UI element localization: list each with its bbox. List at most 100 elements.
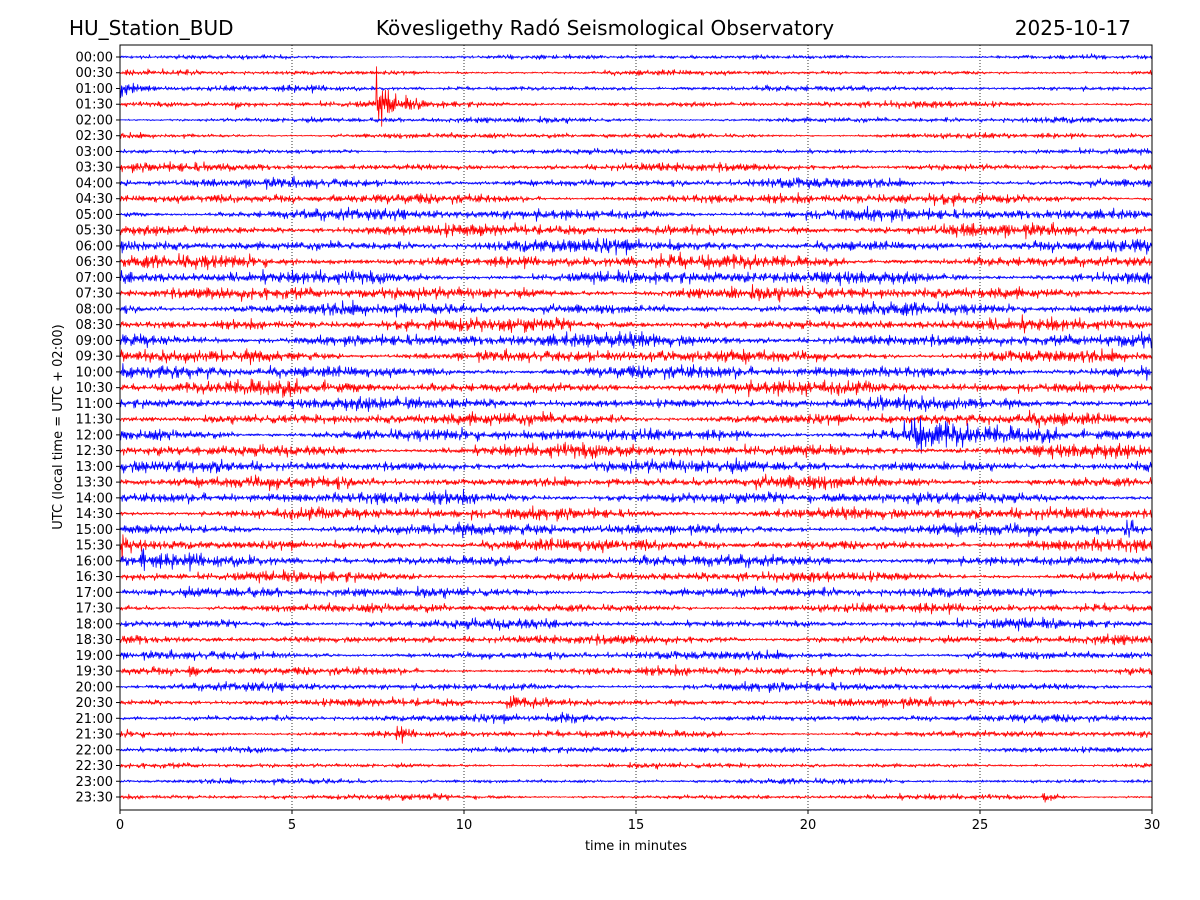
trace-2230 bbox=[119, 761, 1153, 770]
trace-2100 bbox=[119, 711, 1153, 725]
y-tick-label: 14:30 bbox=[76, 507, 113, 522]
trace-0430 bbox=[119, 192, 1153, 207]
x-tick-label: 15 bbox=[628, 818, 645, 833]
trace-2030 bbox=[119, 695, 1153, 709]
y-tick-label: 05:00 bbox=[76, 208, 113, 223]
y-tick-label: 08:30 bbox=[76, 318, 113, 333]
grid-lines bbox=[291, 45, 981, 810]
y-tick-label: 05:30 bbox=[76, 224, 113, 239]
y-tick-label: 01:00 bbox=[76, 82, 113, 97]
chart-title: Kövesligethy Radó Seismological Observat… bbox=[376, 16, 834, 40]
y-axis-label: UTC (local time = UTC + 02:00) bbox=[51, 324, 66, 529]
trace-0700 bbox=[119, 268, 1153, 287]
trace-0830 bbox=[119, 314, 1153, 334]
y-tick-label: 01:30 bbox=[76, 98, 113, 113]
trace-1530 bbox=[119, 534, 1153, 562]
y-tick-label: 13:30 bbox=[76, 476, 113, 491]
trace-1730 bbox=[119, 602, 1153, 615]
station-title: HU_Station_BUD bbox=[69, 16, 234, 40]
y-tick-label: 02:00 bbox=[76, 113, 113, 128]
trace-1330 bbox=[119, 473, 1153, 492]
trace-2130 bbox=[119, 725, 1153, 744]
y-tick-label: 15:00 bbox=[76, 523, 113, 538]
traces bbox=[119, 53, 1153, 803]
y-tick-label: 21:30 bbox=[76, 728, 113, 743]
y-tick-label: 03:30 bbox=[76, 161, 113, 176]
y-tick-label: 22:30 bbox=[76, 759, 113, 774]
trace-0200 bbox=[119, 115, 1153, 124]
y-tick-label: 07:30 bbox=[76, 287, 113, 302]
y-tick-label: 10:00 bbox=[76, 365, 113, 380]
trace-1230 bbox=[119, 441, 1153, 460]
trace-0930 bbox=[119, 348, 1153, 366]
y-tick-label: 22:00 bbox=[76, 743, 113, 758]
trace-2000 bbox=[119, 680, 1153, 693]
x-tick-label: 25 bbox=[972, 818, 989, 833]
trace-0800 bbox=[119, 299, 1153, 318]
y-tick-label: 07:00 bbox=[76, 271, 113, 286]
x-axis: 0 5 10 15 20 25 30 bbox=[116, 810, 1160, 833]
x-tick-label: 5 bbox=[288, 818, 296, 833]
y-tick-label: 08:00 bbox=[76, 302, 113, 317]
y-tick-label: 16:30 bbox=[76, 570, 113, 585]
y-tick-label: 11:00 bbox=[76, 397, 113, 412]
x-tick-label: 10 bbox=[456, 818, 473, 833]
trace-1100 bbox=[119, 394, 1153, 413]
y-tick-label: 18:30 bbox=[76, 633, 113, 648]
y-tick-label: 00:30 bbox=[76, 66, 113, 81]
y-tick-label: 09:30 bbox=[76, 350, 113, 365]
trace-1800 bbox=[119, 616, 1153, 632]
y-tick-label: 20:00 bbox=[76, 680, 113, 695]
y-tick-label: 04:00 bbox=[76, 176, 113, 191]
y-tick-label: 09:00 bbox=[76, 334, 113, 349]
trace-0600 bbox=[119, 237, 1153, 256]
y-tick-label: 19:00 bbox=[76, 649, 113, 664]
date-title: 2025-10-17 bbox=[1015, 16, 1131, 40]
trace-0000 bbox=[119, 53, 1153, 61]
trace-1430 bbox=[119, 505, 1153, 522]
trace-1900 bbox=[119, 649, 1153, 661]
trace-0230 bbox=[119, 131, 1153, 140]
trace-0630 bbox=[119, 251, 1153, 271]
trace-1500 bbox=[119, 519, 1153, 539]
trace-0900 bbox=[119, 330, 1153, 349]
y-tick-label: 16:00 bbox=[76, 554, 113, 569]
x-tick-label: 20 bbox=[800, 818, 817, 833]
y-tick-label: 17:30 bbox=[76, 602, 113, 617]
y-tick-label: 23:00 bbox=[76, 775, 113, 790]
x-axis-label: time in minutes bbox=[585, 839, 687, 854]
trace-0030 bbox=[119, 68, 1153, 77]
y-tick-label: 02:30 bbox=[76, 129, 113, 144]
trace-0130 bbox=[119, 66, 1153, 127]
y-tick-label: 04:30 bbox=[76, 192, 113, 207]
trace-2330 bbox=[119, 792, 1153, 803]
trace-0100 bbox=[119, 82, 1153, 98]
trace-1400 bbox=[119, 488, 1153, 506]
y-tick-label: 19:30 bbox=[76, 665, 113, 680]
trace-0400 bbox=[119, 175, 1153, 190]
y-tick-label: 10:30 bbox=[76, 381, 113, 396]
y-tick-label: 12:30 bbox=[76, 444, 113, 459]
y-axis: 00:0000:3001:0001:3002:0002:3003:0003:30… bbox=[76, 51, 120, 806]
y-tick-label: 18:00 bbox=[76, 617, 113, 632]
x-tick-label: 30 bbox=[1144, 818, 1161, 833]
y-tick-label: 14:00 bbox=[76, 491, 113, 506]
trace-0300 bbox=[119, 147, 1153, 156]
trace-1030 bbox=[119, 378, 1153, 398]
trace-1630 bbox=[119, 569, 1153, 584]
trace-1600 bbox=[119, 548, 1153, 572]
trace-2200 bbox=[119, 746, 1153, 754]
y-tick-label: 13:00 bbox=[76, 460, 113, 475]
trace-2300 bbox=[119, 777, 1153, 786]
trace-0330 bbox=[119, 161, 1153, 174]
trace-1830 bbox=[119, 633, 1153, 646]
y-tick-label: 15:30 bbox=[76, 539, 113, 554]
y-tick-label: 06:30 bbox=[76, 255, 113, 270]
trace-0530 bbox=[119, 221, 1153, 240]
trace-1300 bbox=[119, 457, 1153, 475]
y-tick-label: 17:00 bbox=[76, 586, 113, 601]
y-tick-label: 06:00 bbox=[76, 239, 113, 254]
x-tick-label: 0 bbox=[116, 818, 124, 833]
y-tick-label: 20:30 bbox=[76, 696, 113, 711]
